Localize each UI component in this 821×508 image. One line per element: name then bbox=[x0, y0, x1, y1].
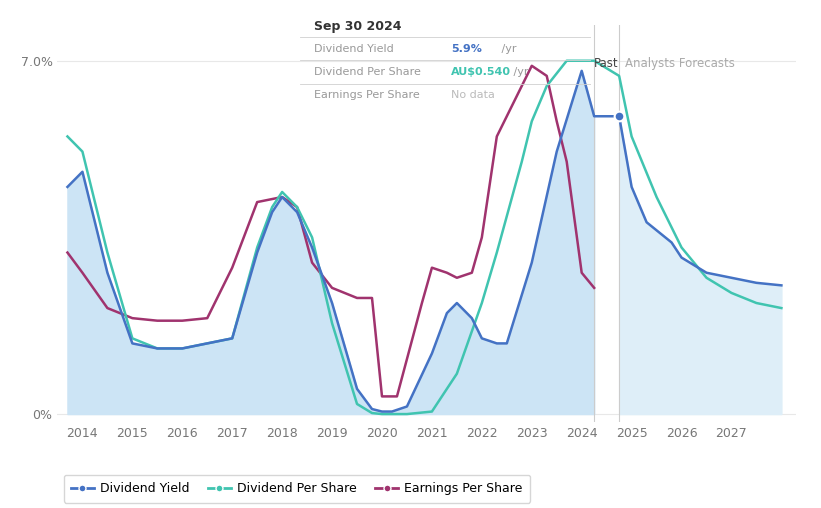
Text: No data: No data bbox=[452, 90, 495, 100]
Text: /yr: /yr bbox=[498, 44, 516, 54]
Text: 5.9%: 5.9% bbox=[452, 44, 482, 54]
Text: Earnings Per Share: Earnings Per Share bbox=[314, 90, 420, 100]
Text: /yr: /yr bbox=[510, 67, 528, 77]
Text: AU$0.540: AU$0.540 bbox=[452, 67, 511, 77]
Text: Analysts Forecasts: Analysts Forecasts bbox=[625, 57, 735, 70]
Legend: Dividend Yield, Dividend Per Share, Earnings Per Share: Dividend Yield, Dividend Per Share, Earn… bbox=[64, 474, 530, 502]
Text: Sep 30 2024: Sep 30 2024 bbox=[314, 20, 401, 33]
Text: Past: Past bbox=[594, 57, 619, 70]
Text: Dividend Per Share: Dividend Per Share bbox=[314, 67, 421, 77]
Text: Dividend Yield: Dividend Yield bbox=[314, 44, 394, 54]
